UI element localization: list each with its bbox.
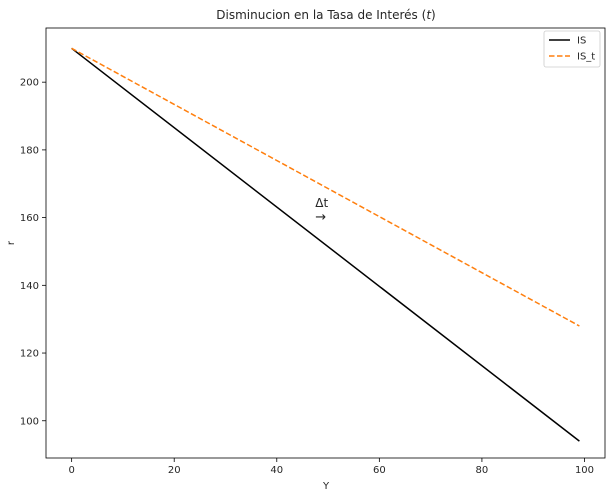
plot-area: Δt→ (45, 27, 606, 459)
annotation-delta-t: Δt (315, 196, 328, 210)
x-tick-label: 0 (68, 465, 74, 476)
x-axis-label: Y (322, 481, 330, 492)
y-axis-label: r (6, 240, 17, 245)
y-tick-label: 120 (20, 349, 39, 360)
chart-title: Disminucion en la Tasa de Interés (t) (216, 8, 435, 22)
y-axis: 100 120 140 160 180 200 (20, 78, 46, 427)
annotation-layer: Δt→ (315, 196, 328, 225)
legend: IS IS_t (543, 30, 601, 68)
chart-title-symbol: t (426, 8, 432, 22)
x-tick-label: 20 (168, 465, 181, 476)
chart-title-main: Disminucion en la Tasa de Interés ( (216, 8, 426, 22)
chart-title-close: ) (431, 8, 436, 22)
series-layer (71, 47, 580, 442)
annotation-arrow: → (315, 210, 326, 225)
x-tick-label: 60 (373, 465, 386, 476)
x-axis: 0 20 40 60 80 100 (68, 458, 594, 476)
x-tick-label: 100 (575, 465, 594, 476)
y-tick-label: 140 (20, 281, 39, 292)
x-tick-label: 40 (270, 465, 283, 476)
y-tick-label: 180 (20, 145, 39, 156)
plot-frame (45, 27, 606, 459)
series-line-is (71, 47, 580, 442)
y-tick-label: 200 (20, 78, 39, 89)
y-tick-label: 160 (20, 213, 39, 224)
series-line-is-t (71, 47, 580, 327)
legend-entries: IS IS_t (549, 36, 595, 63)
y-tick-label: 100 (20, 416, 39, 427)
x-tick-label: 80 (476, 465, 489, 476)
legend-label: IS (577, 36, 586, 47)
legend-label: IS_t (577, 52, 595, 63)
